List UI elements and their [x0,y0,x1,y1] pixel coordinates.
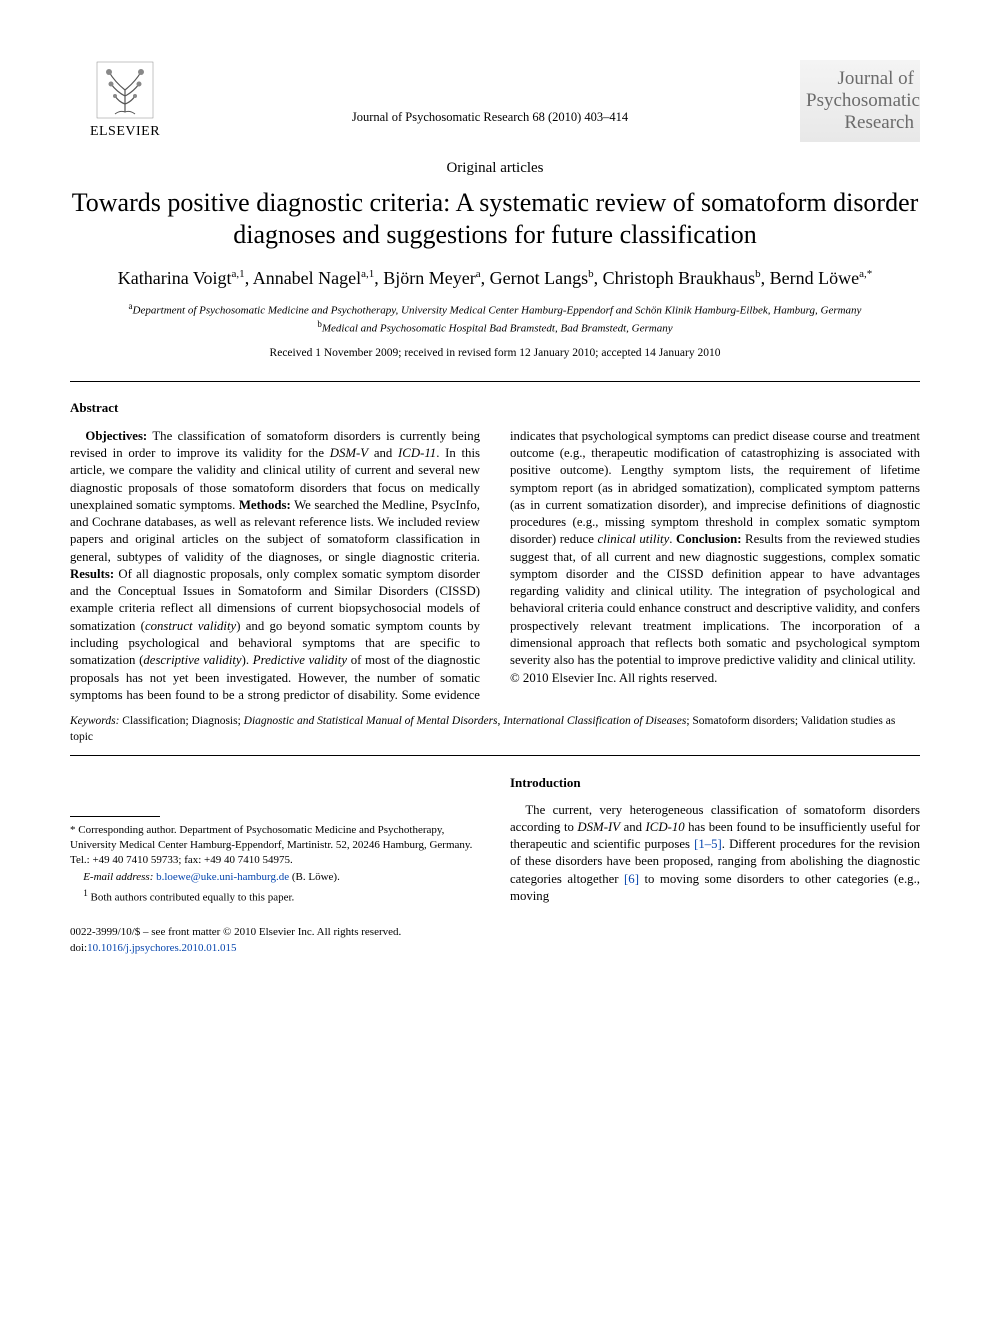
affiliations: aDepartment of Psychosomatic Medicine an… [70,300,920,337]
abstract-body: Objectives: The classification of somato… [70,428,920,704]
doi-label: doi: [70,942,87,954]
body-two-column: * Corresponding author. Department of Ps… [70,774,920,905]
introduction-paragraph: The current, very heterogeneous classifi… [510,802,920,906]
article-title: Towards positive diagnostic criteria: A … [70,187,920,252]
affiliation-b: bMedical and Psychosomatic Hospital Bad … [70,318,920,337]
email-label: E-mail address: [83,871,153,883]
corresponding-author-footnote: * Corresponding author. Department of Ps… [70,823,480,868]
divider [70,381,920,382]
abstract-copyright: © 2010 Elsevier Inc. All rights reserved… [510,670,920,687]
doi-link[interactable]: 10.1016/j.jpsychores.2010.01.015 [87,942,236,954]
issn-line: 0022-3999/10/$ – see front matter © 2010… [70,925,920,940]
publisher-block: ELSEVIER [70,60,180,140]
email-footnote: E-mail address: b.loewe@uke.uni-hamburg.… [70,870,480,885]
left-column: * Corresponding author. Department of Ps… [70,774,480,905]
abstract-heading: Abstract [70,400,920,416]
email-author-name: (B. Löwe). [292,871,340,883]
doi-line: doi:10.1016/j.jpsychores.2010.01.015 [70,941,920,956]
journal-logo-line3: Research [806,112,914,134]
elsevier-tree-icon [95,60,155,120]
abstract-text: Objectives: The classification of somato… [70,428,920,704]
footnote-1-text: Both authors contributed equally to this… [91,891,295,903]
journal-reference: Journal of Psychosomatic Research 68 (20… [180,60,800,125]
header-row: ELSEVIER Journal of Psychosomatic Resear… [70,60,920,142]
journal-logo: Journal of Psychosomatic Research [800,60,920,142]
equal-contribution-footnote: 1 Both authors contributed equally to th… [70,887,480,906]
publisher-name: ELSEVIER [90,124,160,140]
author-list: Katharina Voigta,1, Annabel Nagela,1, Bj… [70,266,920,290]
page-footer: 0022-3999/10/$ – see front matter © 2010… [70,925,920,956]
journal-logo-line1: Journal of [806,68,914,90]
footnote-divider [70,816,160,817]
article-type: Original articles [70,160,920,177]
affiliation-a: aDepartment of Psychosomatic Medicine an… [70,300,920,319]
keywords-block: Keywords: Classification; Diagnosis; Dia… [70,714,920,745]
footnote-marker-1: 1 [83,888,88,898]
article-dates: Received 1 November 2009; received in re… [70,347,920,359]
keywords-label: Keywords: [70,715,119,727]
divider-thin [70,755,920,756]
email-link[interactable]: b.loewe@uke.uni-hamburg.de [156,871,289,883]
keywords-list: Classification; Diagnosis; Diagnostic an… [70,715,895,743]
introduction-heading: Introduction [510,774,920,792]
journal-logo-line2: Psychosomatic [806,90,914,112]
right-column: Introduction The current, very heterogen… [510,774,920,905]
